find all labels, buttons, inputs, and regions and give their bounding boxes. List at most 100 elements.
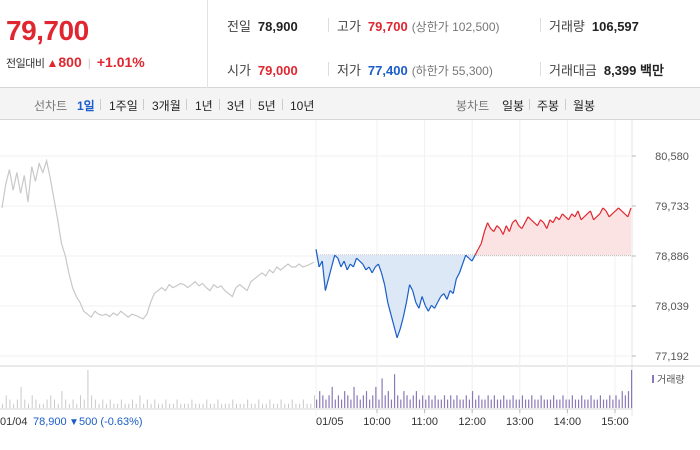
volume-bar	[150, 403, 152, 408]
today-line-segment	[574, 210, 579, 218]
volume-bar	[331, 386, 333, 408]
low-value: 77,400	[367, 63, 408, 78]
volume-bar	[206, 399, 208, 408]
today-line-segment	[437, 296, 442, 303]
volume-bar	[468, 399, 471, 408]
today-line-segment	[621, 210, 626, 215]
today-line-segment	[449, 290, 454, 294]
today-line-segment	[340, 260, 345, 268]
line-chart-label: 선차트	[34, 99, 68, 113]
volume-bar	[68, 403, 70, 408]
volume-bar	[437, 399, 439, 408]
volume-bar	[521, 395, 524, 408]
today-line-segment	[409, 284, 414, 291]
open-label: 시가	[227, 63, 251, 78]
period-1y-tab[interactable]: 1년	[195, 99, 213, 113]
volume-bar	[425, 399, 427, 408]
volume-bar	[273, 403, 275, 408]
today-line-segment	[465, 254, 470, 259]
volume-bar	[299, 403, 301, 408]
volume-bar	[528, 399, 530, 408]
volume-bar	[269, 399, 271, 408]
today-line-segment	[602, 207, 607, 212]
volume-bar	[387, 391, 389, 408]
volume-bar	[169, 403, 171, 408]
volume-bar	[195, 403, 197, 408]
volume-bar	[524, 399, 527, 408]
today-line-segment	[368, 266, 373, 274]
period-10y-tab[interactable]: 10년	[290, 99, 315, 113]
volume-bar	[284, 403, 286, 408]
volume-bar	[393, 374, 396, 408]
volume-bar	[31, 395, 33, 408]
volume-bar	[537, 399, 539, 408]
volume-bar	[109, 399, 111, 408]
volume-bar	[503, 395, 505, 408]
volume-bars	[2, 370, 633, 408]
today-line-segment	[518, 225, 523, 230]
volume-bar	[443, 395, 446, 408]
today-line-segment	[440, 293, 445, 297]
volume-bar	[65, 399, 67, 408]
today-line-segment	[427, 305, 432, 312]
volume-label: 거래량	[549, 19, 585, 34]
volume-bar	[462, 399, 464, 408]
period-3m-tab[interactable]: 3개월	[152, 99, 181, 113]
volume-bar	[412, 395, 414, 408]
period-5y-tab[interactable]: 5년	[258, 99, 276, 113]
period-1d-tab[interactable]: 1일	[77, 99, 95, 113]
volume-bar	[372, 395, 374, 408]
today-line-segment	[424, 305, 429, 312]
today-line-segment	[334, 254, 339, 259]
tab-separator	[282, 99, 283, 110]
daily-candle-tab[interactable]: 일봉	[502, 99, 525, 113]
volume-bar	[72, 399, 74, 408]
volume-bar	[117, 403, 119, 408]
stat-divider	[328, 18, 329, 32]
volume-bar	[381, 378, 383, 408]
volume-bar	[397, 395, 399, 408]
volume-bar	[418, 399, 421, 408]
today-line-segment	[315, 249, 320, 268]
volume-bar	[618, 399, 620, 408]
volume-bar	[50, 395, 52, 408]
monthly-candle-tab[interactable]: 월봉	[573, 99, 596, 113]
volume-bar	[593, 399, 595, 408]
today-line-segment	[452, 278, 457, 294]
weekly-candle-tab[interactable]: 주봉	[537, 99, 560, 113]
today-line-segment	[331, 255, 336, 268]
volume-bar	[599, 395, 602, 408]
volume-value: 106,597	[591, 19, 639, 34]
volume-bar	[224, 403, 226, 408]
volume-bar	[484, 399, 486, 408]
volume-bar	[590, 395, 592, 408]
today-line-segment	[493, 225, 498, 232]
volume-bar	[471, 391, 474, 408]
today-line-segment	[390, 314, 395, 327]
today-series	[315, 207, 632, 339]
today-line-segment	[533, 222, 538, 227]
volume-bar	[340, 399, 343, 408]
volume-bar	[213, 403, 215, 408]
today-line-segment	[365, 266, 370, 271]
today-line-segment	[356, 257, 361, 262]
volume-bar	[20, 386, 22, 408]
price-chart: 80,580 79,733 78,886 78,039 77,192 10:00 11:0…	[0, 120, 700, 450]
volume-bar	[359, 399, 361, 408]
volume-bar	[334, 399, 336, 408]
period-3y-tab[interactable]: 3년	[227, 99, 245, 113]
today-line-segment	[477, 243, 482, 250]
volume-bar	[362, 395, 364, 408]
today-line-segment	[589, 210, 595, 220]
change-percent: +1.01%	[96, 54, 145, 70]
volume-bar	[577, 399, 580, 408]
today-line-segment	[583, 213, 588, 218]
volume-bar	[254, 403, 256, 408]
volume-bar	[13, 403, 15, 408]
volume-bar	[347, 395, 349, 408]
period-1w-tab[interactable]: 1주일	[109, 99, 138, 113]
open-stat: 시가 79,000	[227, 60, 298, 79]
today-line-segment	[624, 213, 629, 218]
volume-bar	[39, 403, 41, 408]
today-line-segment	[543, 222, 548, 229]
